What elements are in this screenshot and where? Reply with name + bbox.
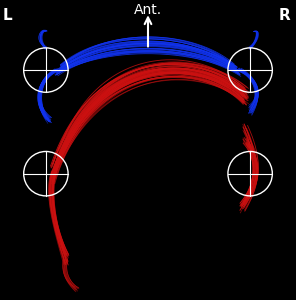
Text: Ant.: Ant. [134, 3, 162, 16]
Text: L: L [3, 8, 13, 23]
Text: R: R [278, 8, 290, 23]
